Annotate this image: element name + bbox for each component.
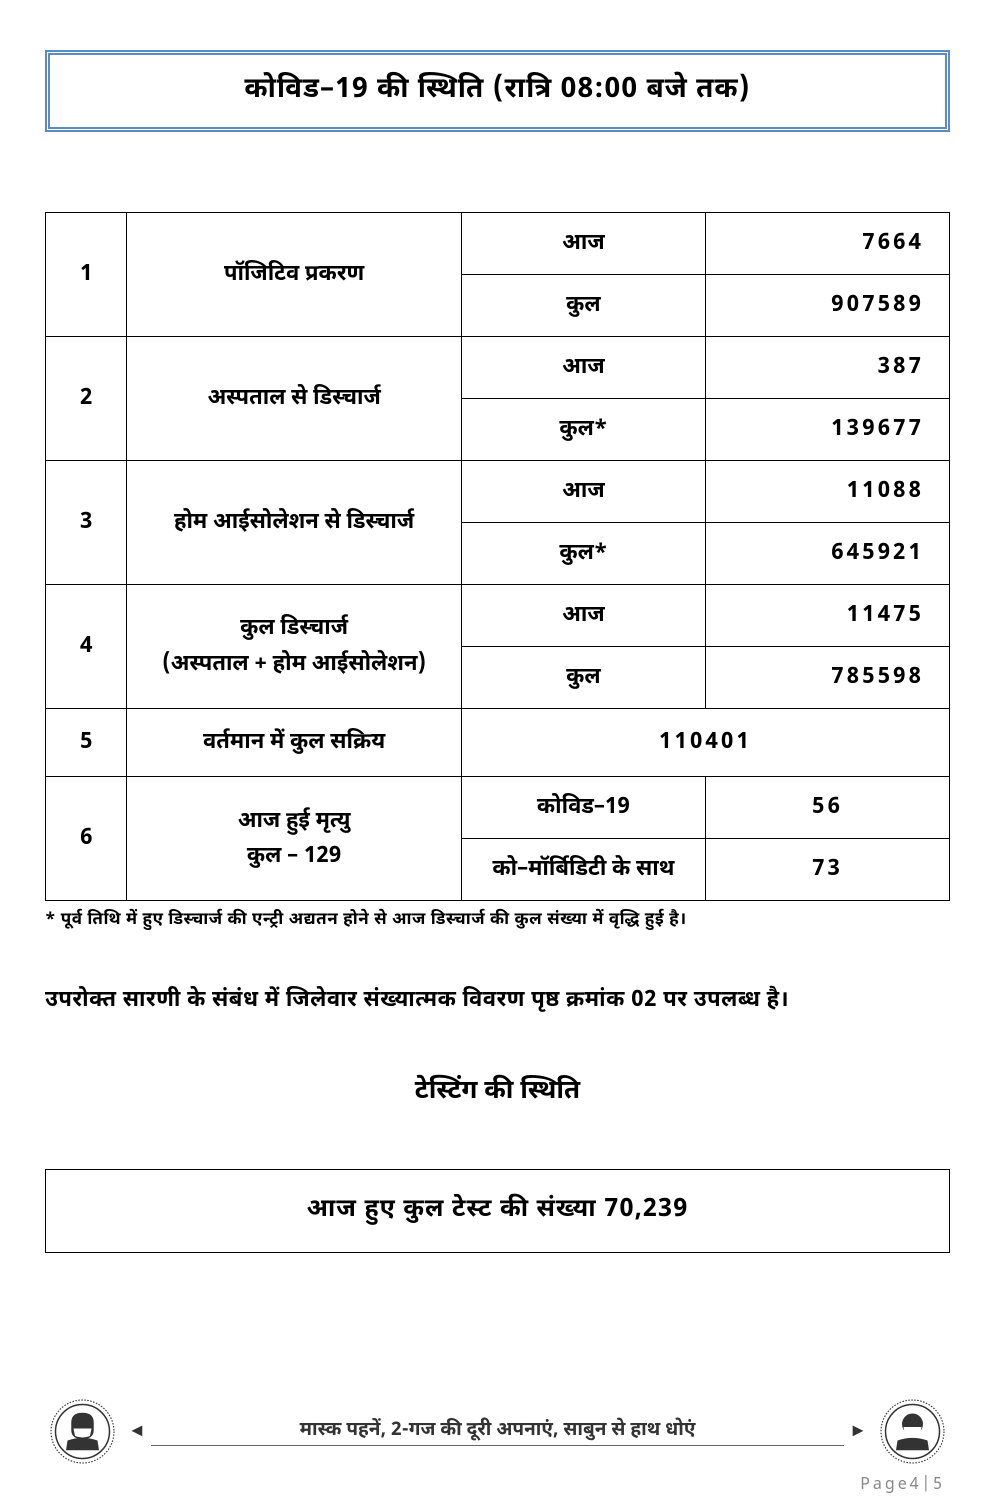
mask-person-male-icon	[875, 1394, 950, 1469]
row-desc: पॉजिटिव प्रकरण	[127, 213, 461, 337]
row-desc: वर्तमान में कुल सक्रिय	[127, 709, 461, 777]
cell-value: 110401	[461, 709, 949, 777]
table-row: 3 होम आईसोलेशन से डिस्चार्ज आज 11088	[46, 461, 950, 523]
cell-value: 73	[705, 839, 949, 901]
cell-label: कुल	[461, 647, 705, 709]
row-number: 4	[46, 585, 127, 709]
footer: ◄ मास्क पहनें, 2-गज की दूरी अपनाएं, साबु…	[45, 1394, 950, 1469]
cell-value: 11088	[705, 461, 949, 523]
footer-message: मास्क पहनें, 2-गज की दूरी अपनाएं, साबुन …	[151, 1418, 844, 1446]
cell-value: 139677	[705, 399, 949, 461]
cell-label: कुल*	[461, 399, 705, 461]
footer-line: ◄ मास्क पहनें, 2-गज की दूरी अपनाएं, साबु…	[128, 1418, 867, 1446]
cell-label: कोविड–19	[461, 777, 705, 839]
cell-label: कुल*	[461, 523, 705, 585]
testing-count: आज हुए कुल टेस्ट की संख्या 70,239	[56, 1195, 939, 1227]
cell-label: आज	[461, 585, 705, 647]
arrow-right-icon: ►	[849, 1420, 867, 1444]
status-table: 1 पॉजिटिव प्रकरण आज 7664 कुल 907589 2 अस…	[45, 212, 950, 901]
cell-label: कुल	[461, 275, 705, 337]
row-desc: आज हुई मृत्यु कुल – 129	[127, 777, 461, 901]
row-desc: कुल डिस्चार्ज (अस्पताल + होम आईसोलेशन)	[127, 585, 461, 709]
mask-person-female-icon	[45, 1394, 120, 1469]
footnote: * पूर्व तिथि में हुए डिस्चार्ज की एन्ट्र…	[45, 909, 950, 931]
row-number: 5	[46, 709, 127, 777]
row-desc: अस्पताल से डिस्चार्ज	[127, 337, 461, 461]
cell-label: आज	[461, 213, 705, 275]
table-row: 2 अस्पताल से डिस्चार्ज आज 387	[46, 337, 950, 399]
row-desc: होम आईसोलेशन से डिस्चार्ज	[127, 461, 461, 585]
cell-value: 785598	[705, 647, 949, 709]
cell-label: आज	[461, 337, 705, 399]
cell-value: 645921	[705, 523, 949, 585]
note-text: उपरोक्त सारणी के संबंध में जिलेवार संख्य…	[45, 986, 950, 1015]
table-row: 1 पॉजिटिव प्रकरण आज 7664	[46, 213, 950, 275]
table-row: 5 वर्तमान में कुल सक्रिय 110401	[46, 709, 950, 777]
cell-label: को–मॉर्बिडिटी के साथ	[461, 839, 705, 901]
row-number: 3	[46, 461, 127, 585]
page-title: कोविड–19 की स्थिति (रात्रि 08:00 बजे तक)	[60, 73, 935, 109]
testing-section-title: टेस्टिंग की स्थिति	[45, 1075, 950, 1109]
cell-value: 56	[705, 777, 949, 839]
cell-value: 7664	[705, 213, 949, 275]
title-box: कोविड–19 की स्थिति (रात्रि 08:00 बजे तक)	[45, 50, 950, 132]
row-number: 1	[46, 213, 127, 337]
cell-label: आज	[461, 461, 705, 523]
cell-value: 387	[705, 337, 949, 399]
arrow-left-icon: ◄	[128, 1420, 146, 1444]
row-number: 6	[46, 777, 127, 901]
table-row: 6 आज हुई मृत्यु कुल – 129 कोविड–19 56	[46, 777, 950, 839]
table-row: 4 कुल डिस्चार्ज (अस्पताल + होम आईसोलेशन)…	[46, 585, 950, 647]
cell-value: 907589	[705, 275, 949, 337]
row-number: 2	[46, 337, 127, 461]
page-number: Page4|5	[860, 1475, 945, 1496]
testing-box: आज हुए कुल टेस्ट की संख्या 70,239	[45, 1169, 950, 1253]
cell-value: 11475	[705, 585, 949, 647]
